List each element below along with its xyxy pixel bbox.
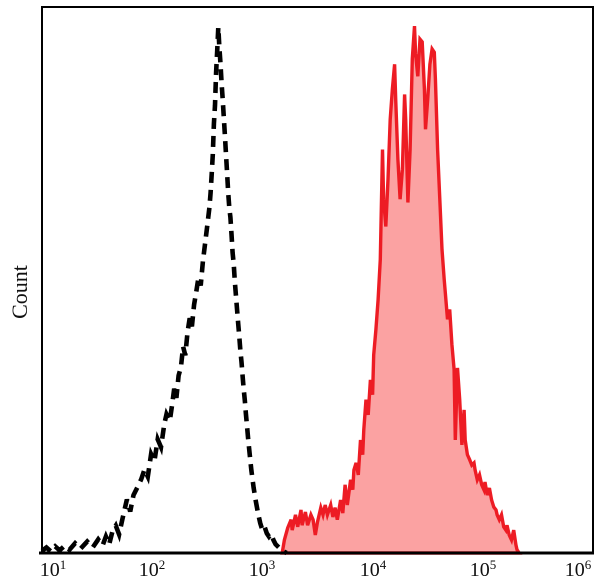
plot-area-border (41, 6, 594, 554)
x-tick-label-10e3: 103 (249, 557, 276, 581)
x-tick-label-10e5: 105 (470, 557, 497, 581)
x-tick-label-10e2: 102 (139, 557, 166, 581)
x-axis-tick-labels: 101 102 103 104 105 106 (40, 557, 592, 581)
x-tick-label-10e6: 106 (565, 557, 592, 581)
y-axis-label: Count (7, 265, 32, 319)
x-tick-label-10e4: 104 (360, 557, 387, 581)
x-tick-label-10e1: 101 (40, 557, 67, 581)
red-histogram-curve (280, 25, 523, 555)
dashed-histogram-curve (40, 27, 288, 556)
